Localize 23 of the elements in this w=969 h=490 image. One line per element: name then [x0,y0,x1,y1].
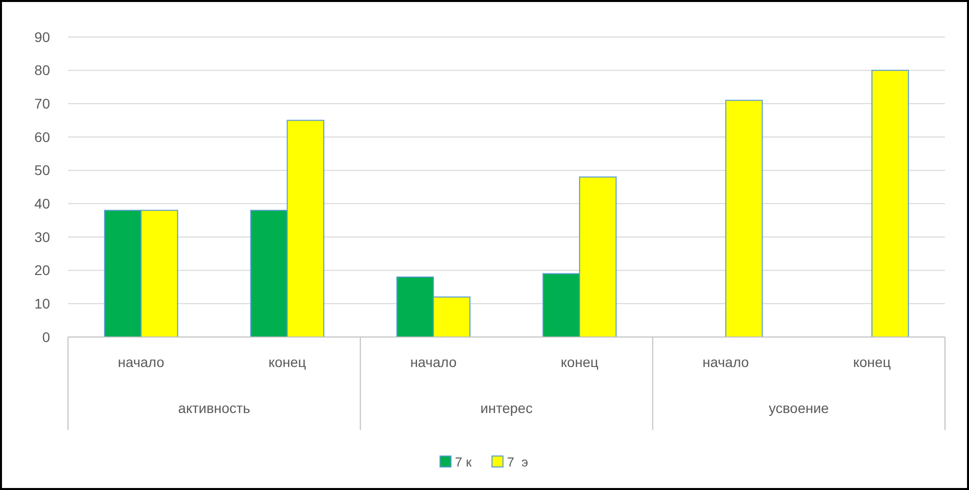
y-tick-label: 10 [34,296,50,312]
legend-label: 7 к [455,454,472,470]
y-tick-label: 40 [34,196,50,212]
legend-label: 7 э [507,454,528,470]
y-tick-label: 0 [42,328,50,345]
y-tick-label: 60 [34,128,50,145]
x-tick-label: конец [560,354,598,370]
x-tick-label: начало [118,354,164,370]
x-tick-label: начало [410,354,457,370]
text: усвоение [768,400,830,416]
bar [871,70,909,338]
y-tick-label: 30 [34,228,50,245]
text: интерес [480,400,533,416]
y-tick-label: 70 [34,96,50,112]
text: активность [178,400,250,416]
y-tick-label: 20 [34,262,50,278]
bar [725,100,763,338]
y-tick-label: 90 [34,28,50,45]
x-tick-label: конец [268,354,306,370]
y-tick-label: 50 [34,162,50,178]
x-tick-label: конец [853,354,891,370]
y-tick-label: 80 [34,62,50,78]
x-tick-label: начало [702,354,750,370]
